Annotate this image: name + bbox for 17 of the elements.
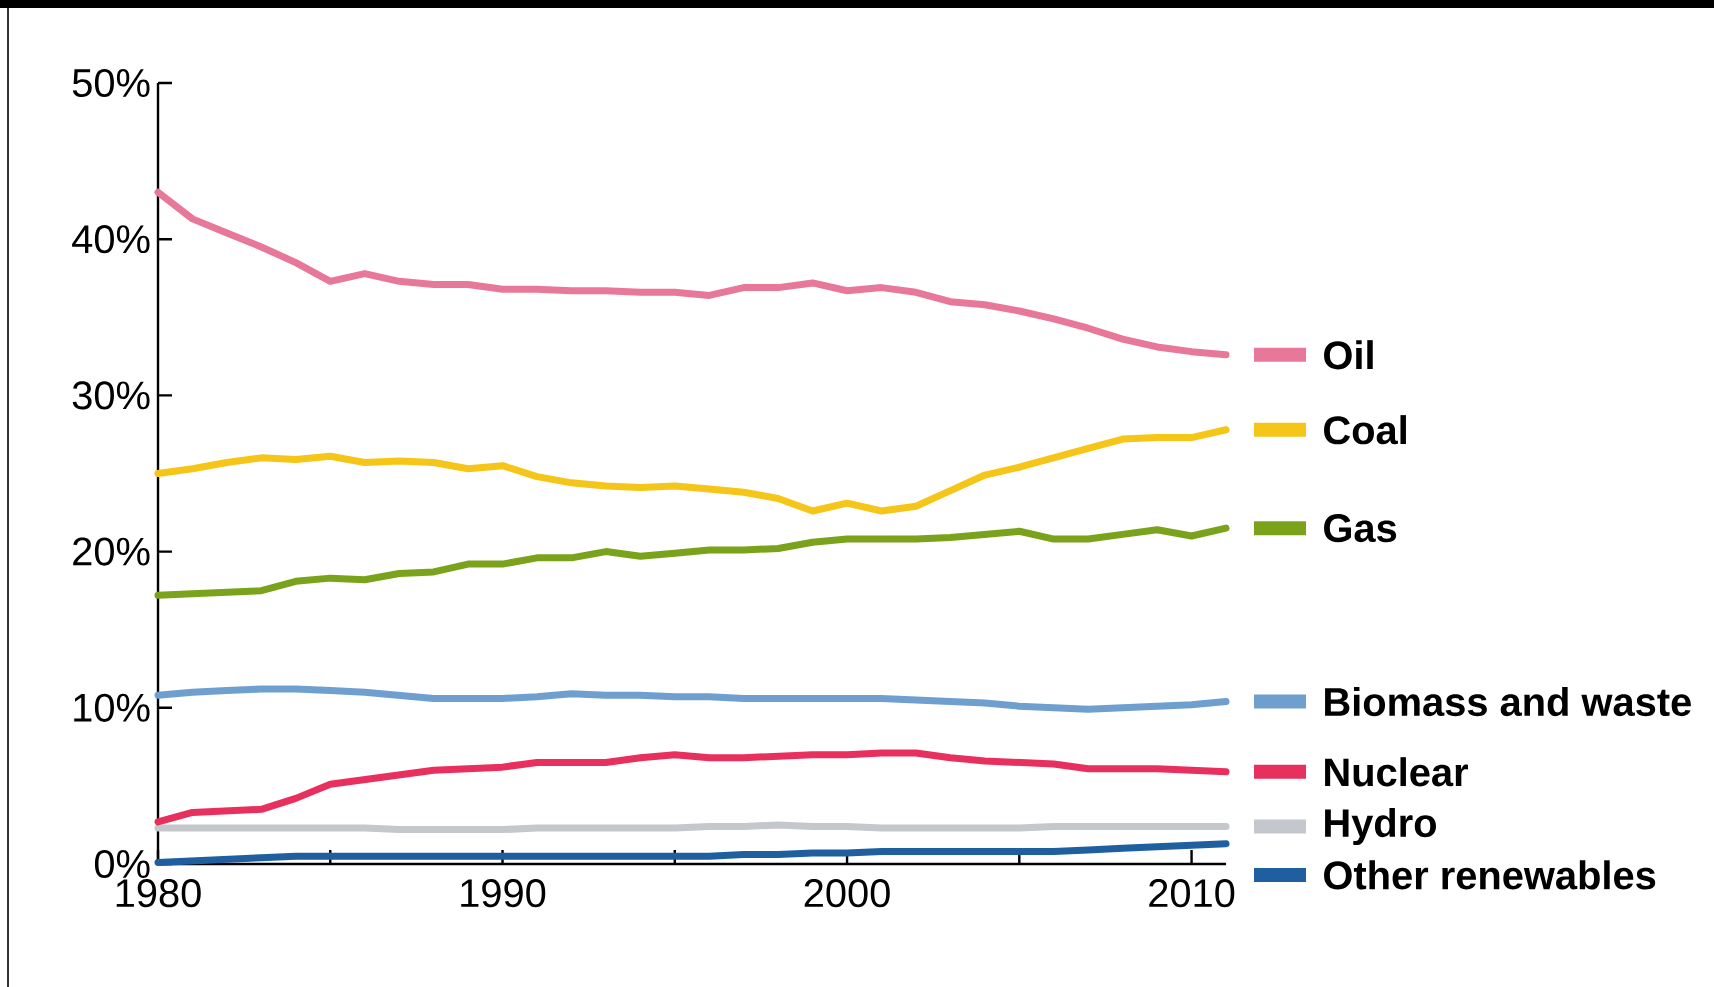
x-tick-label: 1990 [461,879,546,908]
x-tick-label: 1980 [116,879,201,908]
y-tick-label: 30% [72,381,150,410]
legend-label: Coal [1324,415,1406,445]
y-tick-label: 0% [94,849,150,879]
legend-label: Nuclear [1325,757,1468,787]
x-tick-label: 2000 [804,879,890,908]
legend-label: Hydro [1325,807,1436,846]
y-tick-label: 40% [72,225,150,254]
legend-label: Gas [1324,514,1397,543]
legend-label: Biomass and waste [1325,686,1691,717]
x-tick-label: 2010 [1149,879,1235,908]
y-tick-label: 50% [72,68,150,98]
legend-label: Other renewables [1324,860,1656,890]
legend-label: Oil [1324,340,1373,370]
y-tick-label: 10% [74,693,150,722]
y-tick-label: 20% [73,537,150,566]
